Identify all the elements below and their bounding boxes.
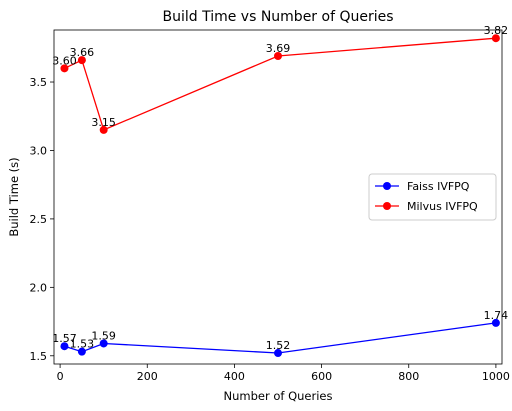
- milvus-ivfpq-data-label: 3.15: [91, 116, 116, 129]
- x-tick-label: 600: [311, 370, 332, 383]
- milvus-ivfpq-point: [77, 56, 86, 65]
- milvus-ivfpq-legend-marker: [383, 202, 391, 210]
- plot-frame: [53, 29, 503, 365]
- y-tick-label: 2.0: [30, 281, 48, 294]
- series-layer: [60, 34, 500, 358]
- faiss-ivfpq-data-label: 1.57: [52, 332, 77, 345]
- faiss-ivfpq-data-label: 1.59: [91, 329, 116, 342]
- y-axis-title: Build Time (s): [7, 157, 21, 236]
- data-labels: 1.571.531.59 1.52 1.74 3.603.66 3.15 3.69 3.82: [52, 24, 508, 352]
- chart-title: Build Time vs Number of Queries: [162, 9, 393, 25]
- faiss-ivfpq-point: [274, 349, 282, 358]
- y-axis: 1.5 2.0 2.5 3.0 3.5: [30, 76, 54, 363]
- x-tick-label: 200: [137, 370, 158, 383]
- y-tick-label: 3.0: [30, 144, 48, 157]
- faiss-ivfpq-point: [77, 347, 86, 356]
- plot-area: [53, 29, 503, 365]
- milvus-ivfpq-point: [60, 64, 69, 73]
- milvus-ivfpq-point: [491, 34, 500, 43]
- x-tick-label: 1000: [482, 370, 510, 383]
- faiss-ivfpq-point: [491, 318, 500, 327]
- milvus-ivfpq-point: [274, 52, 282, 61]
- y-tick-label: 2.5: [30, 213, 48, 226]
- milvus-ivfpq-data-label: 3.66: [70, 46, 95, 59]
- faiss-ivfpq-data-label: 1.52: [266, 339, 291, 352]
- faiss-ivfpq-data-label: 1.53: [70, 338, 95, 351]
- legend-box: [368, 173, 497, 221]
- y-tick-label: 1.5: [30, 350, 48, 363]
- faiss-ivfpq-legend-label: Faiss IVFPQ: [407, 180, 470, 193]
- milvus-ivfpq-legend-label: Milvus IVFPQ: [407, 200, 478, 213]
- milvus-ivfpq-data-label: 3.69: [266, 42, 291, 55]
- x-axis-title: Number of Queries: [224, 389, 333, 403]
- legend: Faiss IVFPQ Milvus IVFPQ: [368, 173, 497, 221]
- faiss-ivfpq-data-label: 1.74: [484, 309, 509, 322]
- faiss-ivfpq-legend-marker: [383, 182, 391, 190]
- y-tick-label: 3.5: [30, 76, 48, 89]
- milvus-ivfpq-point: [99, 125, 108, 134]
- milvus-ivfpq-data-label: 3.82: [484, 24, 509, 37]
- faiss-ivfpq-point: [60, 342, 69, 351]
- faiss-ivfpq-point: [99, 339, 108, 348]
- milvus-ivfpq-data-label: 3.60: [52, 54, 77, 67]
- x-axis: 0 200 400 600 800 1000: [57, 364, 510, 383]
- x-tick-label: 400: [224, 370, 245, 383]
- x-tick-label: 0: [57, 370, 64, 383]
- x-tick-label: 800: [398, 370, 419, 383]
